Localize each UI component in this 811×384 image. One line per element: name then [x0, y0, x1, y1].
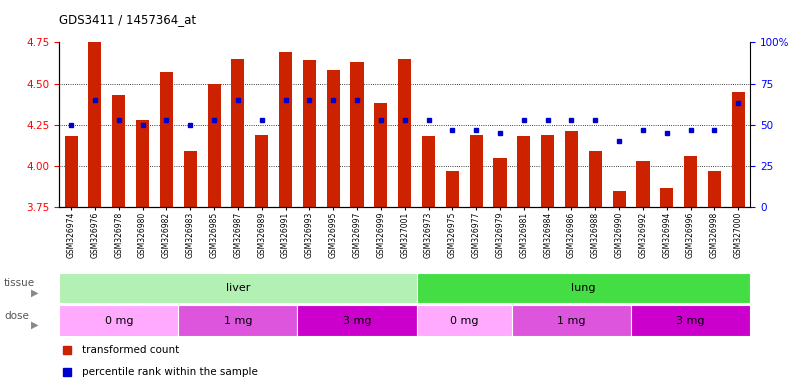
Bar	[184, 151, 197, 207]
Bar	[178, 305, 298, 336]
Bar	[208, 84, 221, 207]
Text: ▶: ▶	[31, 320, 38, 330]
Bar	[708, 171, 721, 207]
Bar	[512, 305, 631, 336]
Bar	[637, 161, 650, 207]
Bar	[631, 305, 750, 336]
Bar	[589, 151, 602, 207]
Bar	[112, 95, 126, 207]
Text: 0 mg: 0 mg	[450, 316, 478, 326]
Bar	[255, 135, 268, 207]
Bar	[327, 70, 340, 207]
Text: 3 mg: 3 mg	[343, 316, 371, 326]
Bar	[732, 92, 744, 207]
Bar	[59, 273, 417, 303]
Text: GDS3411 / 1457364_at: GDS3411 / 1457364_at	[59, 13, 196, 26]
Text: 3 mg: 3 mg	[676, 316, 705, 326]
Bar	[684, 156, 697, 207]
Text: 0 mg: 0 mg	[105, 316, 133, 326]
Text: transformed count: transformed count	[82, 345, 179, 355]
Bar	[136, 120, 149, 207]
Bar	[517, 136, 530, 207]
Text: percentile rank within the sample: percentile rank within the sample	[82, 367, 258, 377]
Bar	[417, 273, 750, 303]
Bar	[65, 136, 78, 207]
Bar	[88, 42, 101, 207]
Bar	[303, 60, 316, 207]
Text: lung: lung	[571, 283, 595, 293]
Bar	[660, 187, 673, 207]
Bar	[422, 136, 435, 207]
Bar	[541, 135, 554, 207]
Text: dose: dose	[4, 311, 29, 321]
Bar	[470, 135, 483, 207]
Bar	[375, 103, 388, 207]
Bar	[493, 158, 507, 207]
Text: 1 mg: 1 mg	[224, 316, 252, 326]
Bar	[59, 305, 178, 336]
Bar	[350, 62, 363, 207]
Text: 1 mg: 1 mg	[557, 316, 586, 326]
Text: ▶: ▶	[31, 288, 38, 298]
Text: tissue: tissue	[4, 278, 35, 288]
Bar	[231, 59, 244, 207]
Bar	[160, 72, 173, 207]
Text: liver: liver	[225, 283, 250, 293]
Bar	[417, 305, 512, 336]
Bar	[565, 131, 578, 207]
Bar	[398, 59, 411, 207]
Bar	[446, 171, 459, 207]
Bar	[298, 305, 417, 336]
Bar	[279, 52, 292, 207]
Bar	[612, 191, 625, 207]
